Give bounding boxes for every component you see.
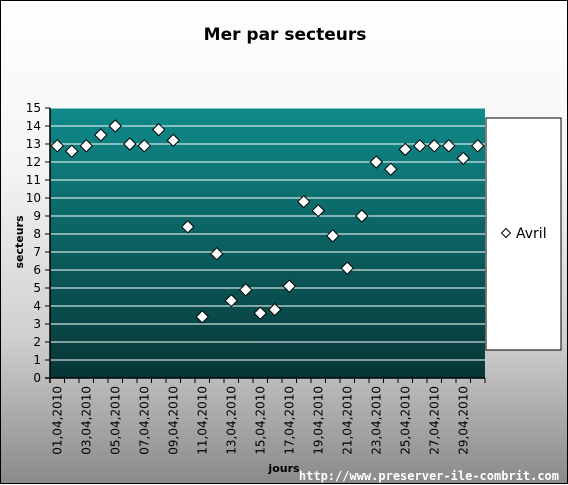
y-tick-label: 6 bbox=[33, 263, 41, 277]
data-point bbox=[224, 293, 238, 308]
data-point bbox=[413, 139, 427, 153]
y-tick-label: 3 bbox=[33, 317, 41, 331]
data-point bbox=[456, 151, 470, 166]
x-tick-label: 29,04,2010 bbox=[456, 386, 470, 455]
x-axis-title: jours bbox=[267, 462, 300, 475]
x-tick-label: 05,04,2010 bbox=[108, 386, 122, 455]
x-tick-label: 07,04,2010 bbox=[137, 386, 151, 455]
data-point bbox=[384, 162, 398, 176]
y-tick-label: 14 bbox=[26, 119, 41, 133]
y-tick-label: 10 bbox=[26, 191, 41, 205]
footer-url: http://www.preserver-ile-combrit.com bbox=[299, 469, 559, 483]
y-tick-label: 12 bbox=[26, 155, 41, 169]
x-tick-label: 27,04,2010 bbox=[427, 386, 441, 455]
x-tick-label: 15,04,2010 bbox=[253, 386, 267, 455]
x-tick-label: 21,04,2010 bbox=[340, 386, 354, 455]
legend-label: Avril bbox=[516, 226, 547, 242]
y-tick-label: 8 bbox=[33, 227, 41, 241]
data-point bbox=[253, 306, 267, 320]
x-tick-label: 03,04,2010 bbox=[79, 386, 93, 455]
data-point bbox=[123, 137, 137, 151]
data-point bbox=[239, 283, 253, 297]
data-point bbox=[137, 139, 151, 153]
y-tick-label: 4 bbox=[33, 299, 41, 313]
data-point bbox=[152, 122, 166, 137]
x-tick-label: 25,04,2010 bbox=[398, 386, 412, 455]
x-tick-label: 13,04,2010 bbox=[224, 386, 238, 455]
data-point bbox=[195, 310, 209, 324]
chart-title: Mer par secteurs bbox=[204, 25, 367, 45]
data-point bbox=[326, 229, 340, 243]
data-point bbox=[398, 142, 412, 157]
data-point bbox=[181, 220, 195, 234]
y-tick-label: 7 bbox=[33, 245, 41, 259]
data-point bbox=[340, 261, 354, 275]
y-tick-label: 15 bbox=[26, 101, 41, 115]
data-point bbox=[311, 203, 325, 218]
data-point bbox=[297, 194, 311, 209]
x-tick-label: 11,04,2010 bbox=[195, 386, 209, 455]
y-tick-label: 11 bbox=[26, 173, 41, 187]
y-tick-label: 0 bbox=[33, 371, 41, 385]
x-tick-label: 17,04,2010 bbox=[282, 386, 296, 455]
data-point bbox=[369, 155, 383, 169]
y-tick-label: 5 bbox=[33, 281, 41, 295]
x-tick-label: 09,04,2010 bbox=[166, 386, 180, 455]
x-tick-label: 01,04,2010 bbox=[50, 386, 64, 455]
data-point bbox=[442, 139, 456, 153]
data-point bbox=[79, 139, 93, 153]
x-tick-label: 23,04,2010 bbox=[369, 386, 383, 455]
y-tick-label: 2 bbox=[33, 335, 41, 349]
data-point bbox=[65, 144, 79, 158]
plot-background bbox=[50, 108, 485, 378]
data-point bbox=[210, 247, 224, 261]
legend: Avril bbox=[485, 117, 562, 351]
legend-marker bbox=[500, 227, 512, 239]
y-tick-label: 1 bbox=[33, 353, 41, 367]
data-point bbox=[268, 302, 282, 317]
data-point bbox=[166, 133, 180, 148]
x-tick-label: 19,04,2010 bbox=[311, 386, 325, 455]
data-point bbox=[282, 279, 296, 293]
data-point bbox=[94, 128, 108, 142]
y-axis-title: secteurs bbox=[13, 215, 26, 269]
data-point bbox=[355, 209, 369, 223]
data-point bbox=[471, 139, 485, 153]
data-point bbox=[108, 119, 122, 133]
y-tick-label: 13 bbox=[26, 137, 41, 151]
data-point bbox=[427, 139, 441, 153]
legend-box bbox=[485, 117, 562, 351]
y-tick-label: 9 bbox=[33, 209, 41, 223]
data-point bbox=[50, 139, 64, 153]
